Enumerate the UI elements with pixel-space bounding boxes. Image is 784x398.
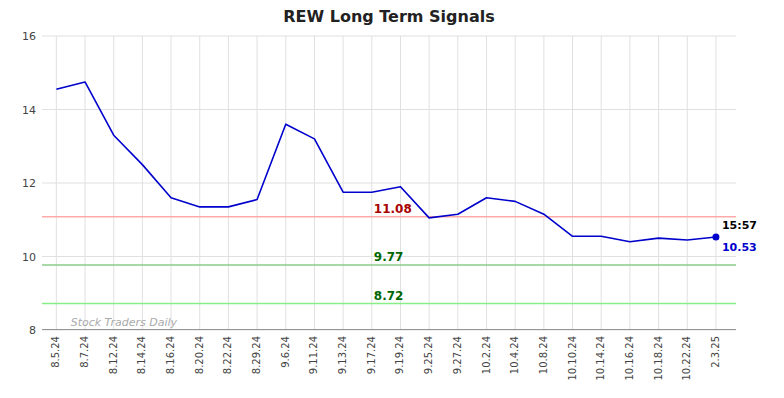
last-time-label: 15:57 <box>722 219 757 232</box>
x-tick-label: 8.7.24 <box>79 336 90 368</box>
grid-line-y <box>42 330 736 331</box>
x-tick-label: 8.22.24 <box>222 336 233 374</box>
grid-line-x <box>343 36 344 330</box>
x-tick-label: 9.6.24 <box>280 336 291 368</box>
grid-line-x <box>400 36 401 330</box>
grid-line-x <box>457 36 458 330</box>
y-tick-label: 16 <box>22 30 36 43</box>
grid-line-y <box>42 183 736 184</box>
reference-label: 11.08 <box>374 202 412 216</box>
x-tick-label: 9.13.24 <box>337 336 348 374</box>
grid-line-x <box>199 36 200 330</box>
x-tick-label: 9.17.24 <box>366 336 377 374</box>
reference-line <box>42 264 736 266</box>
chart: REW Long Term Signals 8 10 12 14 16 8.5.24 8.7.… <box>0 0 784 398</box>
annotations: 11.08 9.77 8.72 Stock Traders Daily 15:57 10.… <box>71 202 757 329</box>
x-tick-label: 9.25.24 <box>423 336 434 374</box>
title: REW Long Term Signals <box>283 7 495 26</box>
x-tick-label: 8.14.24 <box>136 336 147 374</box>
grid-line-y <box>42 109 736 110</box>
grid-line-x <box>285 36 286 330</box>
grid-line-x <box>142 36 143 330</box>
x-tick-label: 10.4.24 <box>509 336 520 374</box>
grid-line-x <box>486 36 487 330</box>
y-tick-label: 10 <box>22 251 36 264</box>
y-tick-label: 8 <box>29 324 36 337</box>
grid-line-x <box>715 36 716 330</box>
x-tick-label: 8.12.24 <box>108 336 119 374</box>
grid-line-x <box>629 36 630 330</box>
grid-line-x <box>171 36 172 330</box>
grid-line-x <box>85 36 86 330</box>
x-tick-label: 8.20.24 <box>194 336 205 374</box>
x-tick-label: 10.14.24 <box>595 336 606 381</box>
reference-line <box>42 329 736 330</box>
grid-line-y <box>42 36 736 37</box>
price-line <box>56 82 716 242</box>
reference-line <box>42 303 736 305</box>
grid-line-x <box>601 36 602 330</box>
x-tick-label: 10.2.24 <box>481 336 492 374</box>
x-tick-label: 2.3.25 <box>710 336 721 368</box>
x-tick-label: 10.18.24 <box>653 336 664 381</box>
grid-line-x <box>228 36 229 330</box>
x-tick-label: 9.11.24 <box>308 336 319 374</box>
x-tick-label: 8.5.24 <box>50 336 61 368</box>
x-tick-label: 8.29.24 <box>251 336 262 374</box>
reference-label: 9.77 <box>374 250 404 264</box>
y-tick-label: 12 <box>22 177 36 190</box>
x-tick-label: 8.16.24 <box>165 336 176 374</box>
grid-line-x <box>687 36 688 330</box>
watermark: Stock Traders Daily <box>71 316 178 329</box>
y-tick-label: 14 <box>22 104 36 117</box>
grid-line-x <box>515 36 516 330</box>
x-tick-label: 10.10.24 <box>567 336 578 381</box>
grid-line-x <box>113 36 114 330</box>
x-tick-label: 9.27.24 <box>452 336 463 374</box>
grid-line-x <box>371 36 372 330</box>
x-tick-label: 10.16.24 <box>624 336 635 381</box>
grid-line-x <box>658 36 659 330</box>
reference-line <box>42 216 736 218</box>
x-tick-label: 10.22.24 <box>681 336 692 381</box>
grid-line-x <box>429 36 430 330</box>
plot-area <box>42 82 736 330</box>
last-price-label: 10.53 <box>722 241 757 254</box>
reference-label: 8.72 <box>374 289 404 303</box>
grid-line-x <box>543 36 544 330</box>
grid-line-x <box>257 36 258 330</box>
x-tick-label: 10.8.24 <box>538 336 549 374</box>
x-tick-label: 9.19.24 <box>394 336 405 374</box>
grid <box>42 36 736 330</box>
grid-line-x <box>314 36 315 330</box>
last-point <box>712 234 719 241</box>
grid-line-x <box>572 36 573 330</box>
grid-line-x <box>56 36 57 330</box>
